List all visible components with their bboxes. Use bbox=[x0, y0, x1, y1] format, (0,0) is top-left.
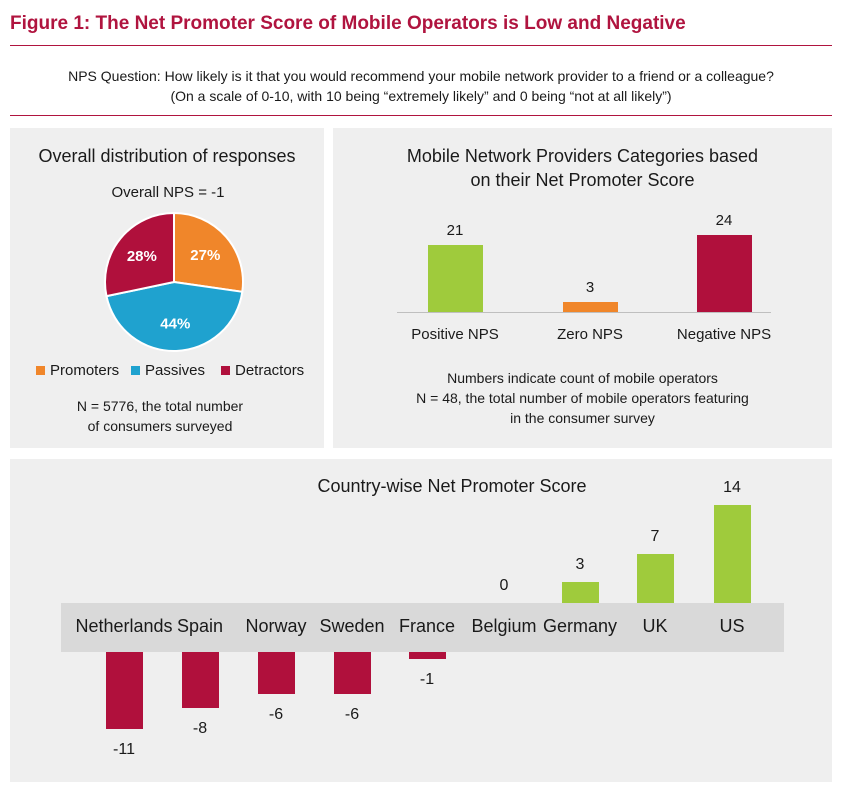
legend-detractors: Detractors bbox=[221, 362, 304, 379]
nps-scale-note: (On a scale of 0-10, with 10 being “extr… bbox=[170, 88, 672, 104]
bar-negative-nps bbox=[696, 235, 752, 312]
country-label-norway: Norway bbox=[245, 616, 307, 636]
pie-chart-title: Overall distribution of responses bbox=[38, 146, 296, 166]
country-bar-norway bbox=[257, 652, 295, 694]
pie-chart: 27% 44% 28% bbox=[104, 211, 244, 352]
pie-slice-detractors bbox=[104, 211, 175, 298]
country-value-germany: 3 bbox=[575, 556, 585, 573]
pie-label-promoters: 27% bbox=[190, 247, 220, 264]
operators-note-line1: Numbers indicate count of mobile operato… bbox=[447, 370, 718, 386]
country-label-germany: Germany bbox=[542, 616, 618, 636]
nps-question: NPS Question: How likely is it that you … bbox=[68, 68, 774, 84]
operators-note-line2: N = 48, the total number of mobile opera… bbox=[416, 390, 749, 406]
bar-zero-nps bbox=[562, 302, 618, 312]
country-bar-france bbox=[408, 652, 446, 659]
country-value-sweden: -6 bbox=[344, 706, 360, 723]
legend-promoters: Promoters bbox=[36, 362, 119, 379]
legend-passives-swatch bbox=[131, 366, 140, 375]
distribution-panel: Overall distribution of responses Overal… bbox=[10, 128, 324, 448]
country-label-uk: UK bbox=[642, 616, 668, 636]
category-label-negative-nps: Negative NPS bbox=[676, 326, 772, 343]
legend-detractors-swatch bbox=[221, 366, 230, 375]
country-bar-spain bbox=[181, 652, 219, 708]
country-value-uk: 7 bbox=[650, 528, 660, 545]
categories-title-line2: on their Net Promoter Score bbox=[470, 170, 695, 190]
figure-title: Figure 1: The Net Promoter Score of Mobi… bbox=[10, 13, 686, 34]
overall-nps-label: Overall NPS = -1 bbox=[111, 184, 225, 201]
legend-promoters-label: Promoters bbox=[50, 362, 120, 379]
country-value-us: 14 bbox=[723, 479, 741, 496]
operators-note-line3: in the consumer survey bbox=[510, 410, 655, 426]
country-value-spain: -8 bbox=[192, 720, 208, 737]
country-bar-uk bbox=[636, 554, 674, 603]
legend-passives: Passives bbox=[131, 362, 205, 379]
country-value-belgium: 0 bbox=[499, 577, 509, 594]
legend-detractors-label: Detractors bbox=[235, 362, 305, 379]
country-chart-title: Country-wise Net Promoter Score bbox=[317, 476, 587, 496]
categories-panel: Mobile Network Providers Categories base… bbox=[333, 128, 832, 448]
bar-positive-nps bbox=[427, 244, 483, 312]
country-bar-us bbox=[713, 505, 751, 603]
legend-promoters-swatch bbox=[36, 366, 45, 375]
country-label-netherlands: Netherlands bbox=[75, 616, 173, 636]
country-label-france: France bbox=[398, 616, 456, 636]
pie-label-detractors: 28% bbox=[127, 248, 157, 265]
bar-value-zero-nps: 3 bbox=[585, 279, 595, 297]
country-bar-sweden bbox=[333, 652, 371, 694]
question-rule bbox=[10, 115, 832, 116]
consumers-note-line1: N = 5776, the total number bbox=[76, 398, 244, 414]
title-rule bbox=[10, 45, 832, 46]
category-label-positive-nps: Positive NPS bbox=[411, 326, 499, 343]
country-bar-netherlands bbox=[105, 652, 143, 729]
country-label-sweden: Sweden bbox=[319, 616, 385, 636]
category-label-zero-nps: Zero NPS bbox=[557, 326, 623, 343]
country-value-norway: -6 bbox=[268, 706, 284, 723]
bar-value-negative-nps: 24 bbox=[715, 212, 733, 229]
pie-slice-promoters bbox=[173, 211, 244, 293]
bar-value-positive-nps: 21 bbox=[446, 221, 464, 239]
country-value-netherlands: -11 bbox=[113, 741, 135, 758]
pie-label-passives: 44% bbox=[160, 315, 190, 332]
country-axis-band bbox=[61, 603, 784, 652]
consumers-note-line2: of consumers surveyed bbox=[87, 418, 233, 434]
legend-passives-label: Passives bbox=[145, 362, 206, 379]
categories-baseline bbox=[397, 312, 771, 313]
categories-title-line1: Mobile Network Providers Categories base… bbox=[406, 146, 759, 166]
country-value-france: -1 bbox=[419, 671, 435, 688]
country-label-us: US bbox=[719, 616, 745, 636]
country-label-spain: Spain bbox=[176, 616, 224, 636]
pie-slice-passives bbox=[105, 280, 244, 352]
country-label-belgium: Belgium bbox=[471, 616, 537, 636]
country-bar-germany bbox=[561, 582, 599, 603]
